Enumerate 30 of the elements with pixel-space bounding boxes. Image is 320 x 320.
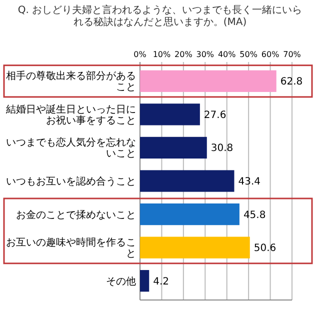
data-label: 27.6 <box>204 110 226 121</box>
data-label: 43.4 <box>238 176 261 188</box>
bar <box>140 104 200 126</box>
bar <box>140 136 207 159</box>
data-label: 62.8 <box>280 76 303 88</box>
bar <box>140 270 150 292</box>
x-tick-label: 30% <box>196 50 214 59</box>
x-tick-label: 60% <box>261 50 280 59</box>
bar <box>140 203 240 226</box>
y-tick-label: いつまでも恋人気分を忘れないこと <box>6 136 136 160</box>
data-label: 30.8 <box>210 143 234 154</box>
x-tick-label: 40% <box>218 50 236 59</box>
chart-title: Q. おしどり夫婦と言われるような、いつまでも長く一緒にいられる秘訣はなんだと思いますか。(MA) <box>18 4 302 28</box>
y-tick-label: お互いの趣味や時間を作ること <box>6 236 136 260</box>
x-tick-label: 10% <box>152 50 172 59</box>
y-tick-label: 相手の尊敬出来る部分があること <box>6 70 136 94</box>
data-label: 4.2 <box>153 276 170 288</box>
y-tick-label: その他 <box>106 275 136 288</box>
x-tick-label: 0% <box>134 50 147 59</box>
y-tick-label: いつもお互いを認め合うこと <box>6 176 136 188</box>
y-tick-label: お金のことで揉めないこと <box>16 208 136 221</box>
data-label: 50.6 <box>254 243 276 254</box>
x-tick-label: 50% <box>240 50 258 59</box>
x-tick-label: 20% <box>174 50 193 59</box>
bar <box>140 70 276 92</box>
x-tick-label: 70% <box>283 50 302 59</box>
bar <box>140 170 234 192</box>
y-tick-label: 結婚日や誕生日といった日にお祝い事をすること <box>5 103 136 126</box>
bar <box>140 236 250 258</box>
data-label: 45.8 <box>243 210 266 221</box>
